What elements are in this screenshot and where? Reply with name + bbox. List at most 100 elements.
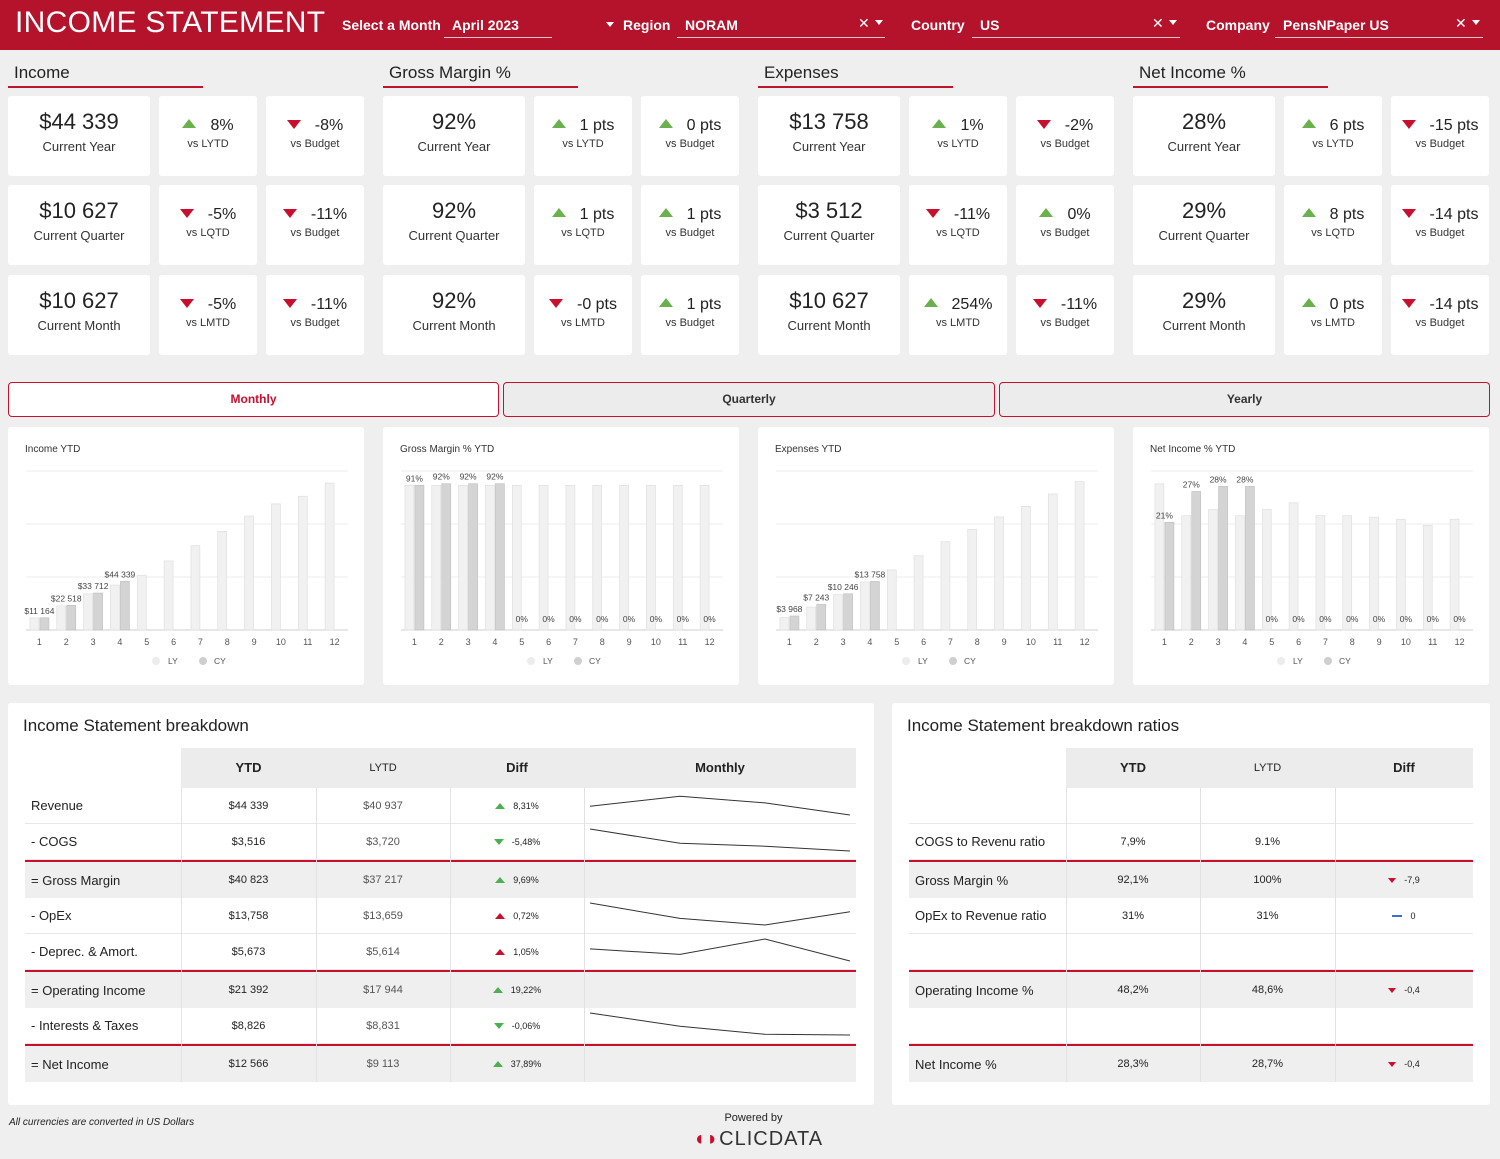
x-tick-label: 1	[412, 637, 417, 647]
kpi-compare-card: -14 pts vs Budget	[1391, 185, 1489, 265]
kpi-delta-label: vs LQTD	[186, 227, 230, 239]
region-select[interactable]: NORAM ✕	[677, 13, 885, 38]
bar-ly	[1288, 502, 1299, 631]
legend-label: CY	[1339, 656, 1351, 666]
bar-ly	[110, 584, 120, 631]
data-label: 0%	[596, 614, 609, 624]
legend-label: LY	[543, 656, 553, 666]
sparkline-path	[589, 902, 851, 926]
legend-swatch-ly	[902, 657, 910, 665]
month-select[interactable]: April 2023	[444, 13, 552, 38]
kpi-value: $10 627	[39, 198, 119, 223]
lytd-value: $13,659	[363, 909, 403, 922]
kpi-delta-value: -0 pts	[576, 296, 617, 313]
diff-cell: 37,89%	[450, 1046, 584, 1082]
close-icon[interactable]: ✕	[1455, 15, 1467, 31]
diff-cell: 19,22%	[450, 972, 584, 1008]
sparkline	[589, 938, 851, 962]
sparkline	[589, 795, 851, 816]
monthly-button[interactable]: Monthly	[8, 382, 499, 417]
country-select[interactable]: US ✕	[972, 13, 1180, 38]
diff-cell	[1335, 934, 1473, 969]
kpi-delta-value: -14 pts	[1429, 296, 1479, 313]
kpi-delta-label: vs Budget	[1415, 227, 1465, 239]
filter-label-company: Company	[1206, 17, 1270, 33]
row-label: Operating Income %	[915, 982, 1034, 998]
kpi-delta-value: 1 pts	[579, 206, 615, 223]
chevron-down-icon[interactable]	[875, 20, 883, 25]
close-icon[interactable]: ✕	[1152, 15, 1164, 31]
kpi-compare-card: 1 pts vs Budget	[641, 275, 739, 355]
sparkline	[589, 902, 851, 926]
bar-ly	[646, 485, 656, 631]
triangle-up-icon	[1301, 298, 1316, 307]
triangle-down-icon	[1401, 209, 1416, 218]
bar-ly	[1396, 518, 1406, 631]
lytd-value: 9.1%	[1254, 835, 1281, 848]
gross-margin-ytd-svg: Gross Margin % YTD 91% 1 92% 2 92% 3 92% 4 0% 5 0% 6…	[400, 444, 723, 666]
data-label: 0%	[1373, 614, 1386, 624]
legend-swatch-cy	[1324, 657, 1332, 665]
x-tick-label: 4	[492, 637, 497, 647]
chevron-down-icon[interactable]	[606, 22, 614, 27]
row-label: COGS to Revenu ratio	[915, 834, 1046, 849]
kpi-compare-card: -15 pts vs Budget	[1391, 96, 1489, 176]
kpi-compare-card: -11% vs LQTD	[909, 185, 1007, 265]
chevron-down-icon[interactable]	[1169, 20, 1177, 25]
row-label	[909, 934, 1066, 969]
kpi-period: Current Quarter	[1158, 228, 1250, 243]
kpi-delta-value: 254%	[951, 296, 993, 313]
kpi-delta: -8%	[266, 117, 364, 135]
x-tick-label: 8	[600, 637, 605, 647]
close-icon[interactable]: ✕	[858, 15, 870, 31]
company-select-value: PensNPaper US	[1283, 17, 1389, 33]
kpi-value: 28%	[1181, 109, 1227, 134]
kpi-delta-label: vs Budget	[665, 317, 715, 329]
kpi-delta: -2%	[1016, 117, 1114, 135]
legend-label: CY	[214, 656, 226, 666]
ytd-value: $44 339	[228, 799, 269, 812]
bar-ly	[779, 617, 790, 631]
kpi-delta-label: vs LYTD	[187, 138, 229, 150]
bar-ly	[1422, 525, 1433, 631]
table-row: - Interests & Taxes $8,826 $8,831 -0,06%	[25, 1008, 856, 1044]
sparkline-path	[589, 828, 851, 852]
table-row: = Net Income $12 566 $9 113 37,89%	[25, 1044, 856, 1082]
triangle-down-icon	[1388, 877, 1397, 883]
kpi-card: $10 627 Current Quarter	[8, 185, 150, 265]
x-tick-label: 3	[91, 637, 96, 647]
ytd-value: 92,1%	[1117, 874, 1149, 886]
kpi-delta-value: -5%	[207, 206, 237, 223]
row-label: - Deprec. & Amort.	[31, 944, 138, 959]
sparkline-path	[589, 795, 851, 816]
chevron-down-icon[interactable]	[1472, 20, 1480, 25]
row-label: = Gross Margin	[31, 872, 121, 888]
kpi-delta: -14 pts	[1391, 206, 1489, 224]
month-select-value: April 2023	[452, 17, 519, 33]
yearly-button[interactable]: Yearly	[999, 382, 1490, 417]
table-row: OpEx to Revenue ratio 31% 31% 0	[909, 898, 1473, 934]
x-tick-label: 10	[651, 637, 661, 647]
company-select[interactable]: PensNPaper US ✕	[1275, 13, 1483, 38]
kpi-delta-label: vs Budget	[1040, 317, 1090, 329]
bar-cy	[120, 581, 130, 631]
expenses-ytd-chart: Expenses YTD $3 968 1 $7 243 2 $10 246 3 $13 75…	[758, 427, 1114, 685]
triangle-down-icon	[282, 299, 297, 308]
bar-ly	[1208, 509, 1218, 631]
kpi-compare-card: -0 pts vs LMTD	[534, 275, 632, 355]
currency-note: All currencies are converted in US Dolla…	[9, 1117, 195, 1128]
column-divider	[181, 788, 182, 1082]
x-tick-label: 5	[519, 637, 524, 647]
lytd-value: 31%	[1256, 909, 1279, 922]
table-row: Revenue $44 339 $40 937 8,31%	[25, 788, 856, 824]
kpi-delta-label: vs LYTD	[937, 138, 979, 150]
kpi-compare-card: 1 pts vs Budget	[641, 185, 739, 265]
kpi-compare-card: -11% vs Budget	[266, 275, 364, 355]
x-tick-label: 2	[439, 637, 444, 647]
quarterly-button[interactable]: Quarterly	[503, 382, 995, 417]
kpi-delta-value: -11%	[310, 296, 348, 313]
kpi-delta: -5%	[159, 296, 257, 314]
bar-ly	[217, 531, 228, 631]
net-income-ytd-chart: Net Income % YTD 21% 1 27% 2 28% 3 28% 4 0% 5 0% 6 0%…	[1133, 427, 1489, 685]
lytd-value: $40 937	[363, 799, 403, 812]
